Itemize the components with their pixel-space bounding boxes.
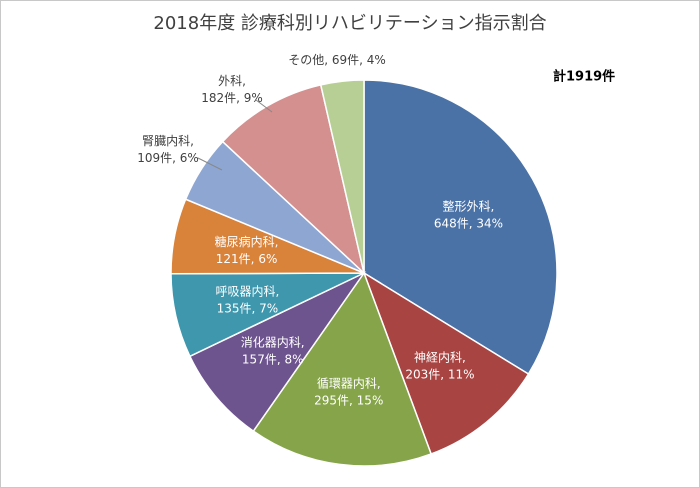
data-label-line: 203件, 11% (405, 367, 474, 381)
data-label-line: 外科, (218, 74, 246, 88)
data-label-line: 121件, 6% (216, 251, 278, 265)
data-label: 腎臓内科, 109件, 6% (137, 134, 199, 165)
pie-slice (188, 271, 367, 433)
data-label: 呼吸器内科, 135件, 7% (215, 284, 279, 315)
chart-title: 2018年度 診療科別リハビリテーション指示割合 (153, 13, 546, 34)
data-label-line: 神経内科, (414, 350, 466, 364)
data-label: その他, 69件, 4% (288, 53, 386, 67)
total-annotation: 計1919件 (553, 69, 615, 85)
leader-line (197, 157, 223, 171)
data-label-line: 295件, 15% (314, 393, 383, 407)
data-label-line: 整形外科, (443, 198, 495, 213)
data-label: 消化器内科, 157件, 8% (241, 335, 305, 366)
pie-slice (221, 84, 366, 276)
pie-slice (363, 79, 558, 376)
data-label-line: 109件, 6% (137, 151, 199, 165)
pie-slice (362, 271, 530, 455)
data-label: 外科, 182件, 9% (201, 74, 263, 105)
pie-slice (252, 271, 433, 467)
data-label: 神経内科, 203件, 11% (405, 350, 474, 381)
data-label-line: 135件, 7% (217, 301, 279, 315)
data-label-line: 腎臓内科, (142, 134, 194, 148)
data-label-line: 糖尿病内科, (215, 233, 279, 248)
data-label-line: その他, 69件, 4% (288, 53, 386, 67)
pie-slice (319, 79, 365, 274)
data-label-line: 呼吸器内科, (215, 284, 279, 298)
data-label-line: 消化器内科, (241, 335, 305, 349)
data-label: 整形外科, 648件, 34% (434, 198, 503, 230)
data-label-line: 648件, 34% (434, 216, 503, 230)
leader-line (255, 99, 273, 113)
data-label: 糖尿病内科, 121件, 6% (215, 233, 279, 265)
data-label-line: 182件, 9% (201, 91, 263, 105)
data-label-line: 157件, 8% (242, 352, 304, 366)
data-label: 循環器内科, 295件, 15% (314, 376, 383, 407)
data-label-line: 循環器内科, (317, 376, 381, 390)
